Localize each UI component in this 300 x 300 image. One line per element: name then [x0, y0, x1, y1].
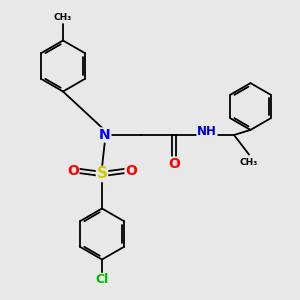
Text: O: O [67, 164, 79, 178]
Text: O: O [168, 157, 180, 171]
Text: CH₃: CH₃ [54, 14, 72, 22]
Text: O: O [125, 164, 137, 178]
Text: Cl: Cl [95, 273, 109, 286]
Text: NH: NH [197, 125, 217, 138]
Text: S: S [97, 167, 107, 182]
Text: N: N [99, 128, 111, 142]
Text: CH₃: CH₃ [240, 158, 258, 167]
